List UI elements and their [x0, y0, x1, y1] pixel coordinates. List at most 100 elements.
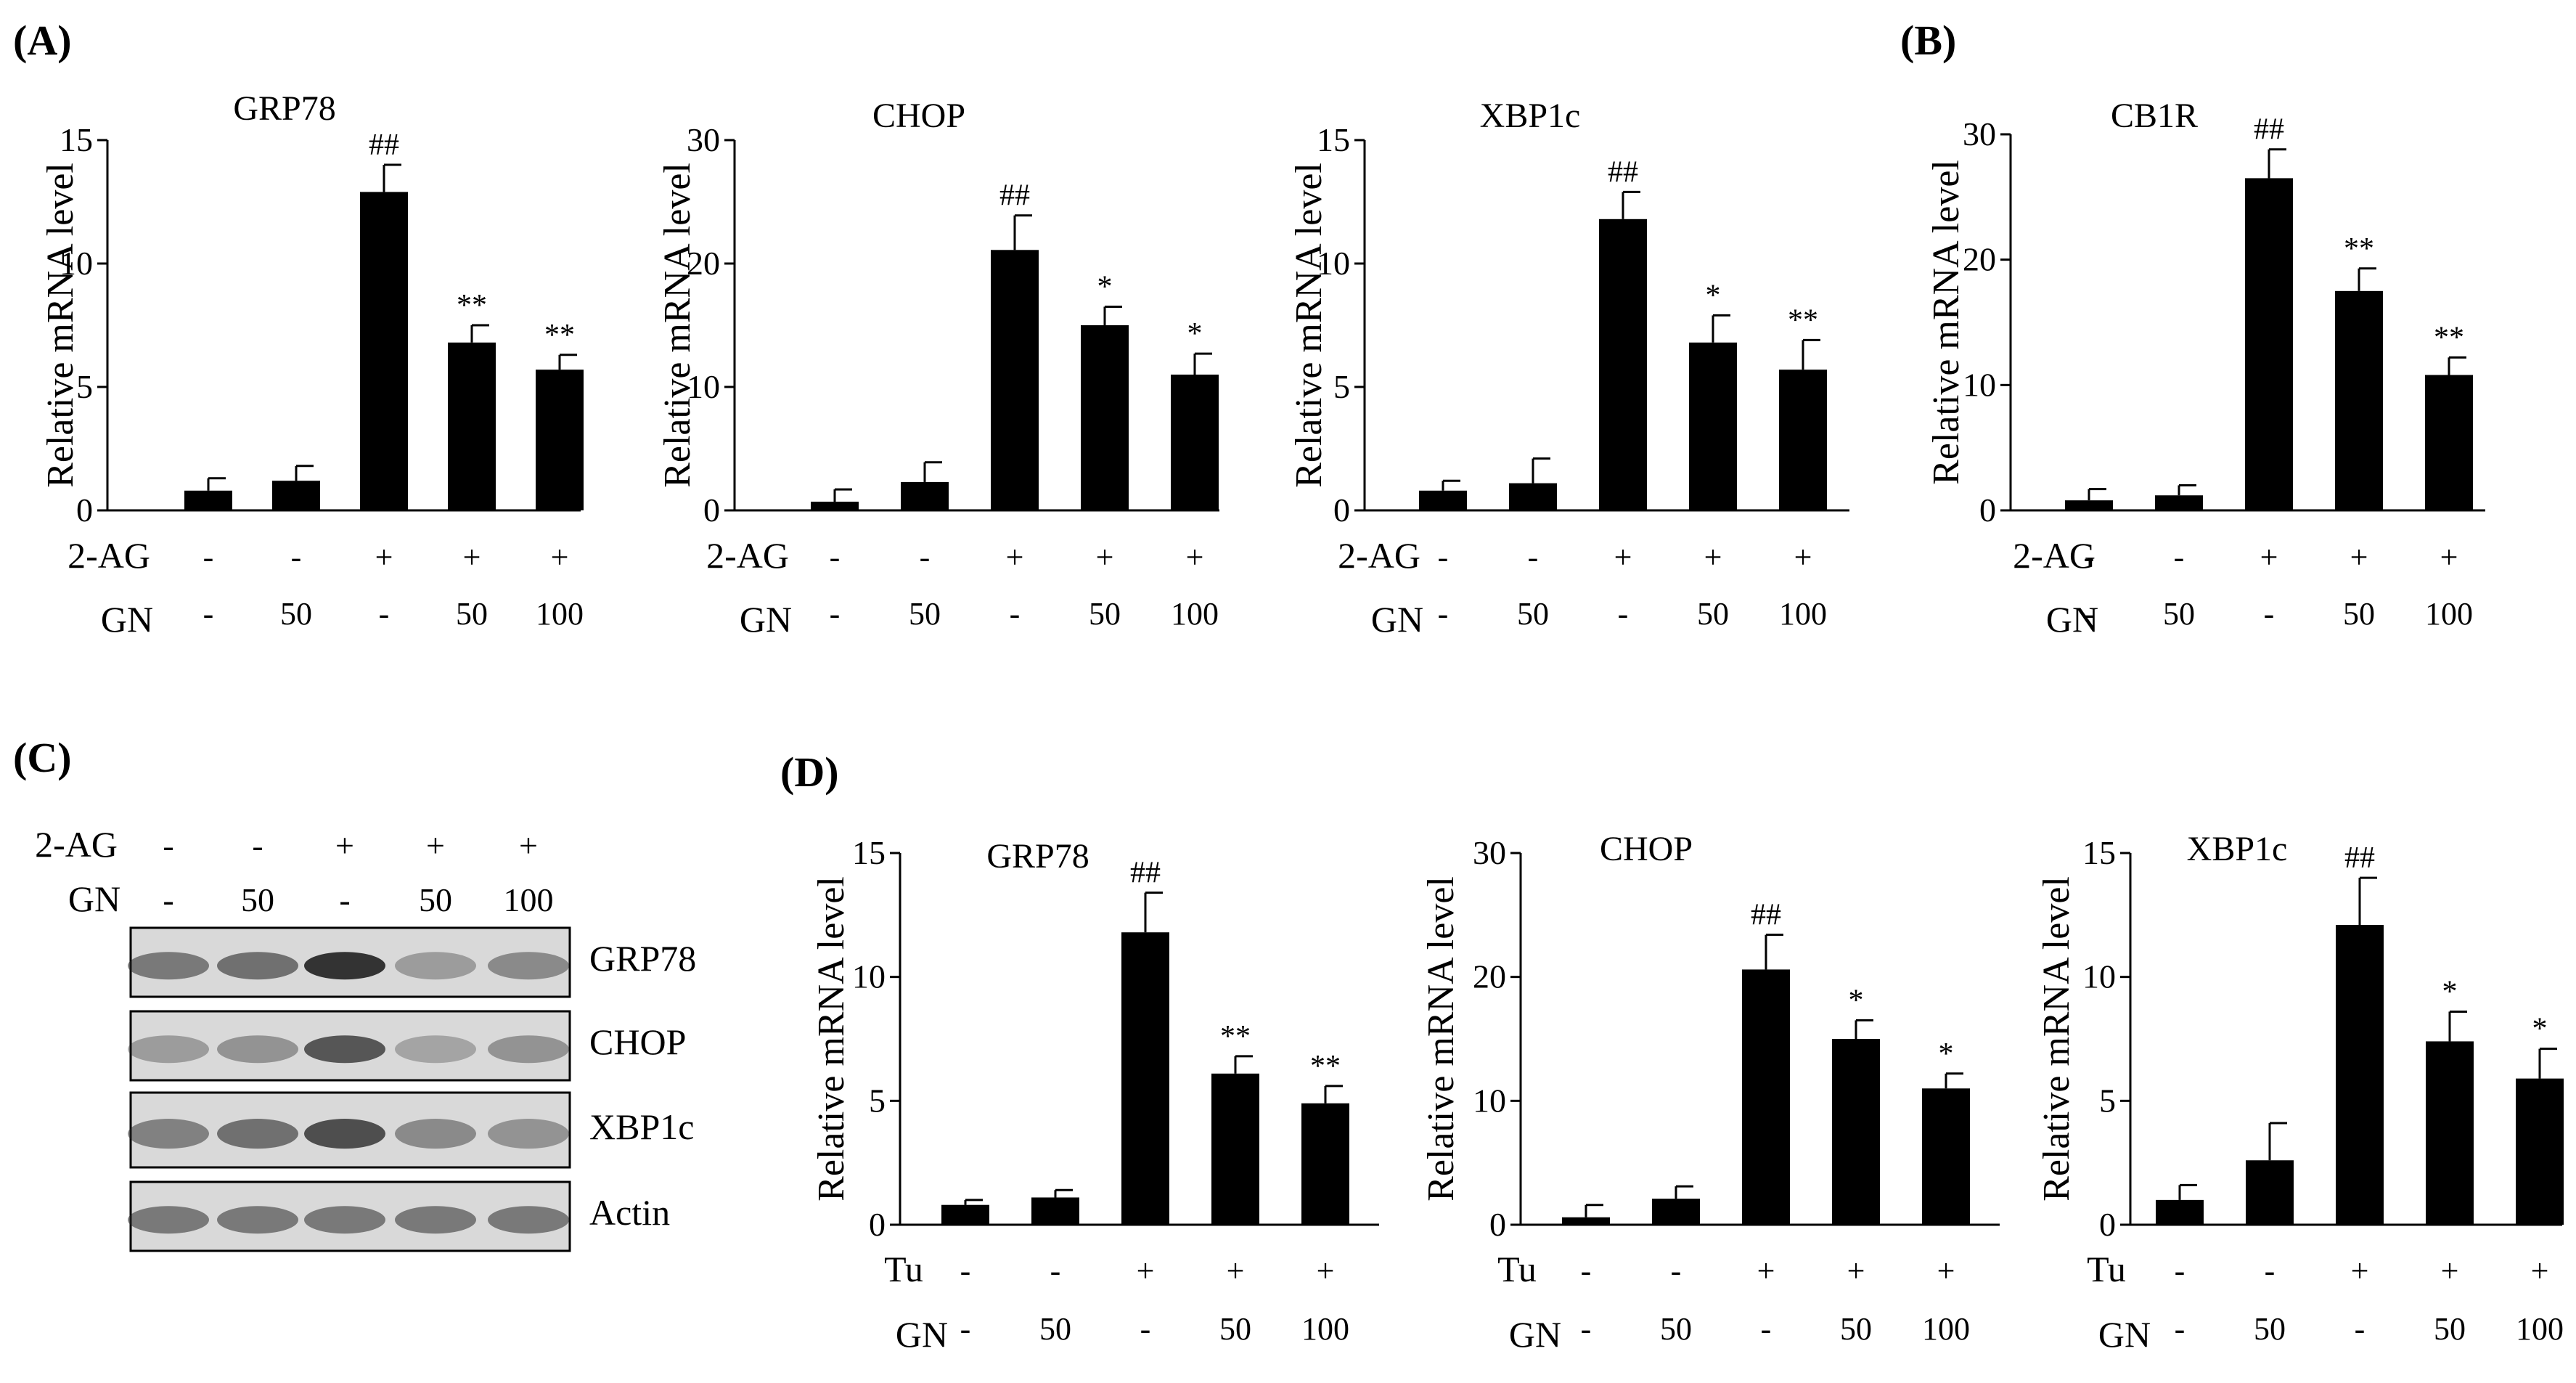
y-tick-label: 10 — [60, 245, 93, 282]
bar — [1652, 1199, 1700, 1225]
bar — [2335, 290, 2383, 510]
y-tick-label: 20 — [1963, 241, 1996, 278]
dose-value: 50 — [1089, 596, 1121, 632]
y-tick-label: 30 — [687, 121, 720, 158]
blot-treatment-label: 2-AG — [35, 824, 118, 865]
chart-a3: 0 5 10 15 Relative mRNA level XBP1c - - - 50 ## + - *… — [1288, 97, 1849, 640]
y-tick-label: 30 — [1963, 115, 1996, 152]
dose-value: - — [1618, 596, 1629, 632]
significance-label: ** — [457, 289, 487, 322]
y-axis-label: Relative mRNA level — [2036, 876, 2077, 1202]
treatment-value: - — [920, 539, 931, 575]
chart-b1: 0 10 20 30 Relative mRNA level CB1R - - - 50 ## + - *… — [1926, 97, 2485, 640]
blot-band-label: Actin — [589, 1192, 670, 1233]
chart-title: XBP1c — [2187, 830, 2288, 868]
bar — [1599, 219, 1647, 510]
y-tick-label: 5 — [2099, 1082, 2116, 1119]
bar — [2065, 500, 2113, 510]
blot-band — [395, 1119, 476, 1149]
bar — [1562, 1217, 1610, 1225]
blot-band-label: XBP1c — [589, 1106, 694, 1147]
blot-band — [304, 1206, 385, 1234]
y-tick-label: 5 — [869, 1082, 886, 1119]
y-tick-label: 10 — [2082, 958, 2116, 995]
y-tick-label: 0 — [76, 491, 93, 529]
blot-band-label: GRP78 — [589, 938, 696, 979]
panel-label-d: (D) — [780, 748, 839, 796]
treatment-value: - — [2174, 539, 2185, 575]
bar — [2245, 178, 2293, 510]
significance-label: * — [2532, 1013, 2548, 1046]
y-tick-label: 0 — [1979, 491, 1996, 529]
blot-treatment-value: - — [252, 827, 263, 864]
blot-dose-value: - — [339, 881, 350, 918]
blot-dose-value: 50 — [241, 881, 274, 918]
blot-treatment-value: + — [426, 827, 445, 864]
bar — [272, 481, 320, 510]
dose-value: 100 — [536, 596, 584, 632]
blot-band — [304, 1035, 385, 1064]
treatment-value: + — [1757, 1253, 1775, 1289]
treatment-value: - — [830, 539, 841, 575]
bar — [941, 1204, 989, 1225]
blot-treatment-value: + — [335, 827, 354, 864]
treatment-value: + — [2260, 539, 2278, 575]
panel-label-c: (C) — [13, 734, 72, 781]
significance-label: ## — [369, 128, 399, 162]
y-tick-label: 20 — [1473, 958, 1506, 995]
blot-band — [395, 1035, 476, 1064]
y-tick-label: 5 — [76, 368, 93, 405]
bar — [1419, 490, 1467, 510]
significance-label: ** — [1220, 1020, 1251, 1053]
bar — [1509, 483, 1557, 510]
bar — [1081, 325, 1129, 510]
dose-value: 50 — [2343, 596, 2375, 632]
significance-label: ## — [1751, 899, 1781, 932]
treatment-value: + — [2441, 1253, 2459, 1289]
significance-label: * — [1849, 984, 1864, 1017]
dose-label: GN — [1509, 1314, 1561, 1355]
treatment-value: - — [2084, 539, 2095, 575]
dose-value: - — [1438, 596, 1449, 632]
significance-label: ## — [999, 179, 1030, 213]
blot-band — [304, 952, 385, 980]
treatment-value: + — [1096, 539, 1114, 575]
significance-label: ** — [2344, 232, 2374, 266]
dose-value: 50 — [2434, 1311, 2466, 1347]
dose-value: 100 — [1171, 596, 1219, 632]
treatment-value: - — [1671, 1253, 1682, 1289]
treatment-value: - — [1050, 1253, 1061, 1289]
treatment-label: Tu — [2087, 1249, 2126, 1289]
bar — [1832, 1039, 1880, 1225]
treatment-value: - — [1438, 539, 1449, 575]
dose-value: - — [203, 596, 214, 632]
y-axis-label: Relative mRNA level — [1926, 160, 1967, 485]
dose-value: 100 — [1301, 1311, 1349, 1347]
blot-band — [488, 1035, 569, 1064]
significance-label: * — [1706, 279, 1721, 312]
treatment-label: 2-AG — [2013, 535, 2095, 576]
blot-band — [304, 1119, 385, 1149]
dose-label: GN — [2098, 1314, 2151, 1355]
dose-value: 100 — [1779, 596, 1827, 632]
treatment-value: - — [1528, 539, 1539, 575]
dose-value: 50 — [1517, 596, 1549, 632]
significance-label: ## — [2254, 113, 2284, 147]
y-tick-label: 0 — [1333, 491, 1350, 529]
y-tick-label: 15 — [2082, 834, 2116, 871]
bar — [2426, 1041, 2474, 1225]
significance-label: * — [2442, 975, 2458, 1008]
blot-band — [488, 1119, 569, 1149]
treatment-value: + — [2531, 1253, 2549, 1289]
blot-dose-value: - — [163, 881, 173, 918]
y-tick-label: 0 — [2099, 1206, 2116, 1243]
dose-label: GN — [896, 1314, 948, 1355]
treatment-value: + — [1137, 1253, 1155, 1289]
blot-band — [217, 1035, 298, 1064]
dose-value: 100 — [1922, 1311, 1970, 1347]
treatment-value: + — [1937, 1253, 1955, 1289]
blot-band — [488, 1206, 569, 1234]
treatment-value: + — [1614, 539, 1632, 575]
